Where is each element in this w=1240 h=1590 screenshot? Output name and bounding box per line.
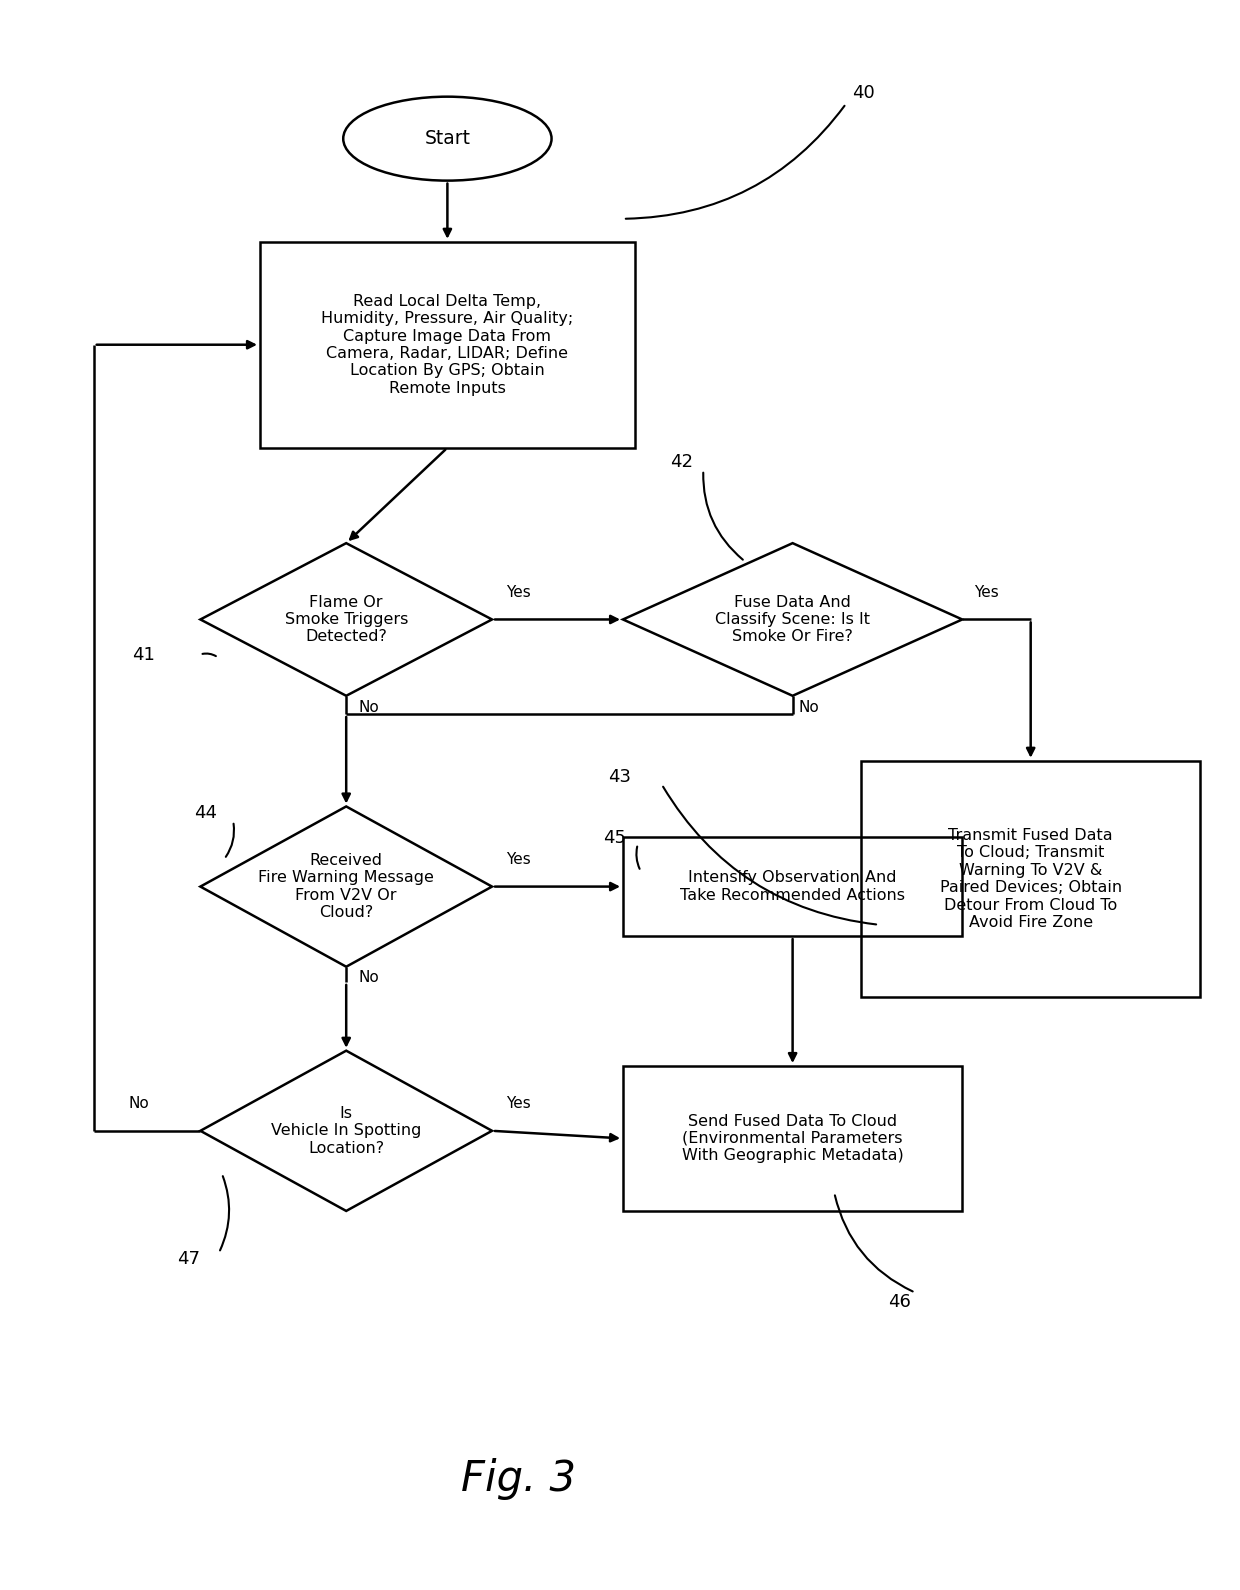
Text: 46: 46 [888,1293,910,1310]
Text: Yes: Yes [506,852,531,867]
Text: 40: 40 [852,84,875,102]
Text: No: No [799,700,820,716]
Text: Transmit Fused Data
To Cloud; Transmit
Warning To V2V &
Paired Devices; Obtain
D: Transmit Fused Data To Cloud; Transmit W… [940,828,1122,930]
Text: Is
Vehicle In Spotting
Location?: Is Vehicle In Spotting Location? [272,1107,422,1156]
Text: Flame Or
Smoke Triggers
Detected?: Flame Or Smoke Triggers Detected? [284,595,408,644]
Text: Yes: Yes [975,585,999,599]
Text: 41: 41 [131,646,155,663]
Text: 42: 42 [670,453,693,471]
Text: Start: Start [424,129,470,148]
Text: No: No [358,700,379,716]
Text: Received
Fire Warning Message
From V2V Or
Cloud?: Received Fire Warning Message From V2V O… [258,852,434,921]
Text: 44: 44 [193,805,217,822]
Text: Fuse Data And
Classify Scene: Is It
Smoke Or Fire?: Fuse Data And Classify Scene: Is It Smok… [715,595,870,644]
Text: Fig. 3: Fig. 3 [461,1458,577,1499]
Text: Yes: Yes [506,1096,531,1111]
Text: 45: 45 [604,828,626,847]
Text: Send Fused Data To Cloud
(Environmental Parameters
With Geographic Metadata): Send Fused Data To Cloud (Environmental … [682,1113,904,1164]
Text: No: No [358,970,379,984]
Text: 43: 43 [608,768,631,785]
Text: Read Local Delta Temp,
Humidity, Pressure, Air Quality;
Capture Image Data From
: Read Local Delta Temp, Humidity, Pressur… [321,294,574,396]
Text: Yes: Yes [506,585,531,599]
Text: No: No [129,1096,150,1111]
Text: 47: 47 [177,1250,200,1269]
Text: Intensify Observation And
Take Recommended Actions: Intensify Observation And Take Recommend… [680,870,905,903]
